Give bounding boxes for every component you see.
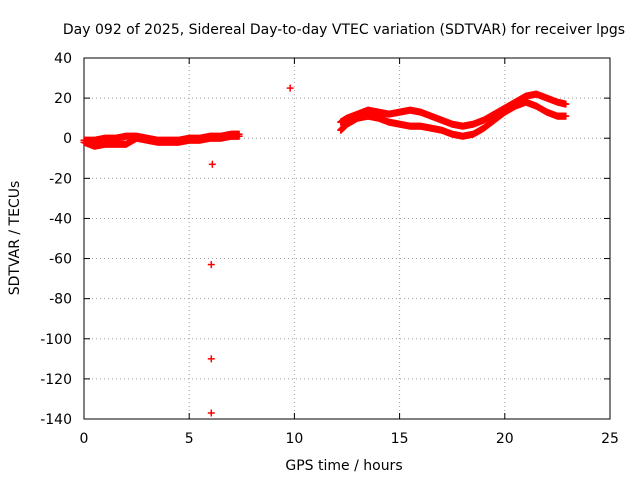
y-tick-label: -120 — [40, 372, 72, 388]
y-tick-label: -20 — [49, 171, 72, 187]
x-tick-label: 25 — [601, 431, 619, 447]
plot-frame — [83, 57, 611, 420]
outliers-point — [207, 409, 215, 417]
axis-ticks: 0 5 10 15 20 25 40 20 0 -20 -40 -60 -80 -100 -120 -140 — [40, 51, 619, 447]
x-tick-label: 15 — [391, 431, 409, 447]
lower-band-point — [562, 112, 570, 120]
outliers-point — [286, 84, 294, 92]
upper-band-point — [562, 100, 570, 108]
chart-title: Day 092 of 2025, Sidereal Day-to-day VTE… — [63, 22, 625, 38]
y-tick-label: -60 — [49, 252, 72, 268]
x-tick-label: 10 — [285, 431, 303, 447]
outliers-point — [208, 160, 216, 168]
x-tick-label: 0 — [80, 431, 89, 447]
data-points — [80, 84, 570, 417]
lower-band-point — [235, 132, 243, 140]
x-tick-label: 5 — [185, 431, 194, 447]
y-tick-label: -40 — [49, 211, 72, 227]
grid-lines — [84, 58, 610, 419]
y-tick-label: -140 — [40, 412, 72, 428]
y-tick-label: -100 — [40, 332, 72, 348]
y-tick-label: 40 — [54, 51, 72, 67]
outliers-point — [207, 355, 215, 363]
x-axis-label: GPS time / hours — [285, 458, 402, 474]
y-tick-label: -80 — [49, 292, 72, 308]
y-tick-label: 20 — [54, 91, 72, 107]
outliers-point — [207, 261, 215, 269]
y-axis-label: SDTVAR / TECUs — [7, 181, 23, 296]
y-tick-label: 0 — [63, 131, 72, 147]
x-tick-label: 20 — [496, 431, 514, 447]
